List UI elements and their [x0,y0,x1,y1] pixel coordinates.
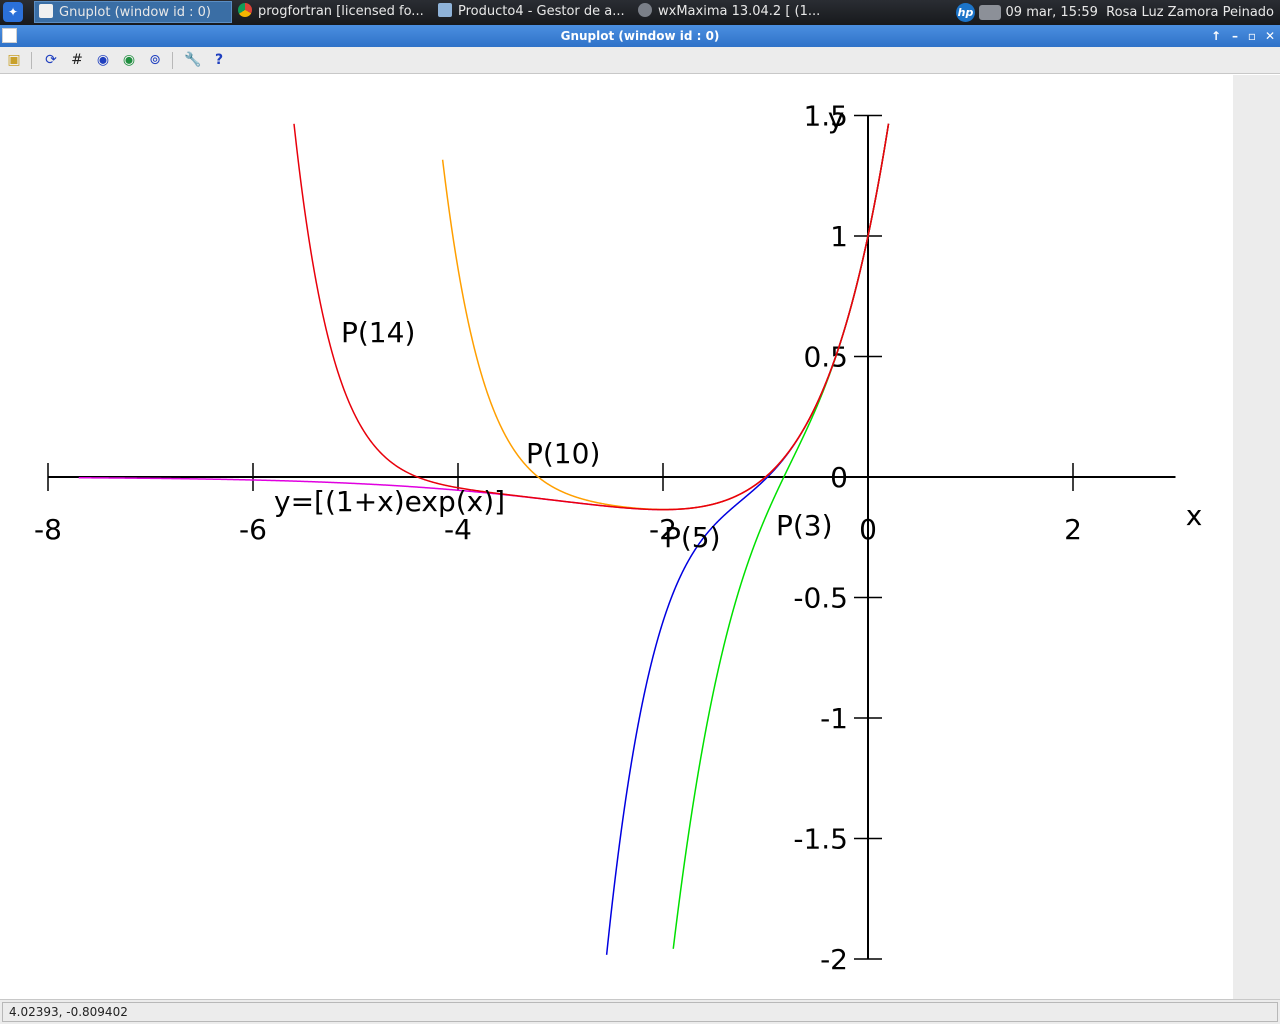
grid-icon[interactable]: # [71,52,83,68]
network-tray-icon[interactable] [979,5,1001,20]
series-label: y=[(1+x)exp(x)] [274,485,505,518]
series-label: P(14) [341,316,415,349]
y-tick-label: 1 [830,220,848,253]
series-label: P(10) [526,437,600,470]
series-label: P(3) [776,509,833,542]
plot-canvas[interactable]: -8 -6 -4 -2 0 2 1.5 1 0.5 0 -0.5 -1 -1.5 -2 x y P(14) P(1… [0,75,1233,999]
window-title: Gnuplot (window id : 0) [560,29,720,43]
options-icon[interactable]: 🔧 [184,52,202,68]
x-tick-label: -6 [239,513,267,546]
zoom-next-icon[interactable]: ◉ [122,52,136,68]
statusbar: 4.02393, -0.809402 [0,999,1280,1024]
replot-icon[interactable]: ⟳ [45,52,57,68]
x-tick-label: -4 [444,513,472,546]
toolbar: ▣ ⟳ # ◉ ◉ ⊚ 🔧 ? [0,47,1280,74]
copy-clipboard-icon[interactable]: ▣ [7,52,21,68]
window-right-strip [1233,75,1280,999]
shade-button[interactable]: ↑ [1210,29,1222,43]
x-tick-label: 2 [1064,513,1082,546]
task-chrome[interactable]: progfortran [licensed fo... [238,1,432,23]
chrome-icon [238,3,252,17]
x-tick-label: -2 [649,513,677,546]
y-tick-label: -0.5 [793,582,848,615]
task-gnuplot[interactable]: Gnuplot (window id : 0) [34,1,232,23]
task-label: Gnuplot (window id : 0) [59,5,211,20]
y-tick-label: 0 [830,461,848,494]
maximize-button[interactable]: ▫ [1247,29,1257,43]
minimize-button[interactable]: – [1232,29,1238,43]
window-titlebar[interactable]: Gnuplot (window id : 0) ↑ – ▫ ✕ [0,25,1280,47]
clock[interactable]: 09 mar, 15:59 Rosa Luz Zamora Peinado [1006,0,1274,25]
folder-icon [438,3,452,17]
user-name: Rosa Luz Zamora Peinado [1106,5,1274,20]
close-button[interactable]: ✕ [1264,29,1276,43]
mouse-coordinates: 4.02393, -0.809402 [2,1002,1278,1022]
y-tick-label: 0.5 [803,341,848,374]
y-axis-label: y [828,102,845,135]
task-label: Producto4 - Gestor de a... [458,4,625,19]
series-line-exact [78,123,890,511]
x-axis-label: x [1186,499,1203,532]
x-tick-label: 0 [859,513,877,546]
hp-tray-icon[interactable]: hp [956,3,975,22]
series-label: P(5) [664,521,721,554]
task-label: wxMaxima 13.04.2 [ (1... [658,4,821,19]
taskbar: ✦ Gnuplot (window id : 0) progfortran [l… [0,0,1280,25]
autoscale-icon[interactable]: ⊚ [149,52,161,68]
gnuplot-icon [39,4,53,18]
task-file-manager[interactable]: Producto4 - Gestor de a... [438,1,632,23]
x-tick-label: -8 [34,513,62,546]
window-menu-icon[interactable] [2,28,17,43]
help-icon[interactable]: ? [214,52,224,68]
toolbar-separator [31,52,32,69]
toolbar-separator [172,52,173,69]
series-line-p14 [293,123,890,511]
wxmaxima-icon [638,3,652,17]
start-menu-button[interactable]: ✦ [3,2,23,22]
y-tick-label: -2 [820,943,848,976]
y-tick-label: -1.5 [793,823,848,856]
y-tick-label: -1 [820,702,848,735]
chart-svg[interactable]: -8 -6 -4 -2 0 2 1.5 1 0.5 0 -0.5 -1 -1.5 -2 x y P(14) P(1… [0,75,1233,999]
task-wxmaxima[interactable]: wxMaxima 13.04.2 [ (1... [638,1,832,23]
task-label: progfortran [licensed fo... [258,4,424,19]
y-tick-label: 1.5 [803,100,848,133]
zoom-previous-icon[interactable]: ◉ [96,52,110,68]
series-line-p10 [441,123,890,511]
clock-time: 09 mar, 15:59 [1005,5,1098,20]
